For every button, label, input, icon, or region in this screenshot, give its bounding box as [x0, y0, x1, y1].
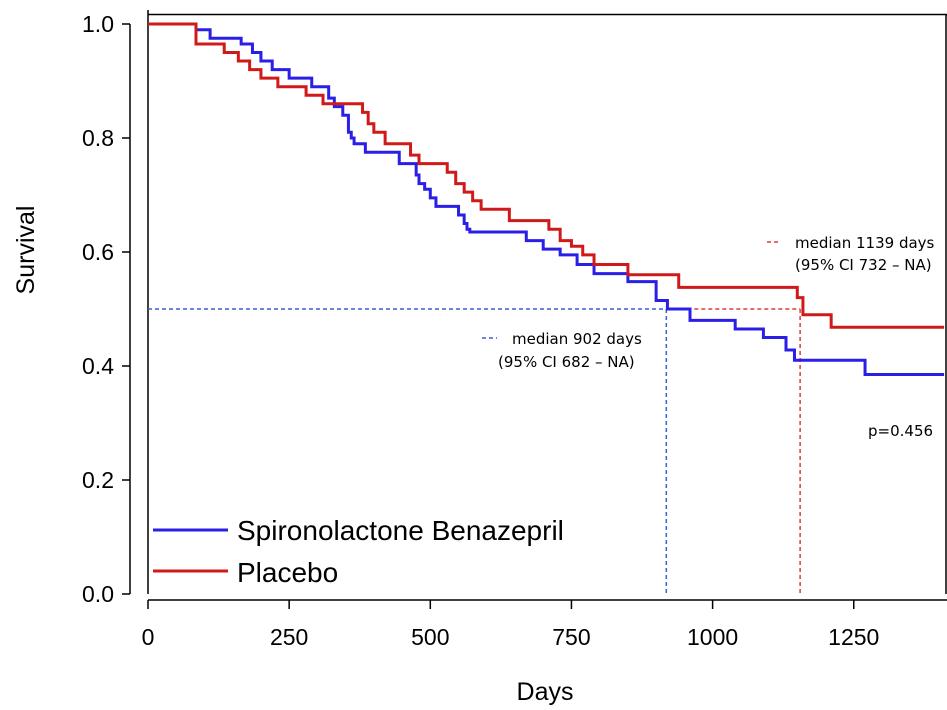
- y-tick-label: 0.4: [82, 353, 114, 379]
- y-axis-ticks: 0.0 0.2 0.4 0.6 0.8 1.0: [82, 11, 130, 607]
- annotation-spironolactone-ci: (95% CI 682 – NA): [498, 353, 635, 371]
- annotation-placebo-ci: (95% CI 732 – NA): [795, 256, 932, 274]
- legend: Spironolactone Benazepril Placebo: [153, 515, 564, 588]
- x-tick-label: 1000: [687, 624, 738, 650]
- y-tick-label: 0.8: [82, 125, 114, 151]
- x-tick-label: 500: [411, 624, 449, 650]
- x-tick-label: 750: [552, 624, 590, 650]
- series-line-placebo: [148, 22, 945, 329]
- y-tick-label: 0.2: [82, 467, 114, 493]
- median-annotation-placebo: median 1139 days (95% CI 732 – NA): [767, 234, 935, 274]
- y-tick-label: 0.0: [82, 581, 114, 607]
- legend-label-spironolactone-benazepril: Spironolactone Benazepril: [237, 515, 564, 546]
- plot-frame: [147, 10, 947, 594]
- x-tick-label: 250: [270, 624, 308, 650]
- x-axis-title: Days: [517, 678, 574, 706]
- x-axis-ticks: 0 250 500 750 1000 1250: [142, 600, 879, 650]
- median-annotation-spironolactone: median 902 days (95% CI 682 – NA): [482, 330, 642, 371]
- annotation-spironolactone-median: median 902 days: [512, 330, 642, 348]
- y-axis-title: Survival: [12, 206, 40, 295]
- annotation-placebo-median: median 1139 days: [795, 234, 935, 252]
- y-tick-label: 0.6: [82, 239, 114, 265]
- legend-label-placebo: Placebo: [237, 557, 338, 588]
- median-reference-lines: [148, 308, 801, 594]
- y-tick-label: 1.0: [82, 11, 114, 37]
- p-value-label: p=0.456: [868, 422, 933, 440]
- x-tick-label: 1250: [828, 624, 879, 650]
- x-tick-label: 0: [142, 624, 155, 650]
- series-line-spironolactone-benazepril: [148, 22, 945, 377]
